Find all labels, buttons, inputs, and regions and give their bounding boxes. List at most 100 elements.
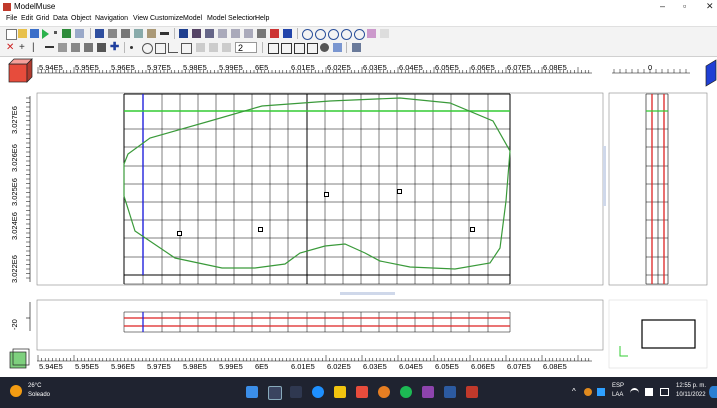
task-view-icon[interactable] <box>290 386 302 398</box>
weather-description[interactable]: Soleado <box>28 392 51 398</box>
zoom-icon[interactable] <box>328 29 339 40</box>
subdivide-icon[interactable] <box>71 43 80 52</box>
word-app-icon[interactable] <box>444 386 456 398</box>
add-point-icon[interactable]: ✚ <box>110 41 120 53</box>
new-file-icon[interactable] <box>6 29 17 40</box>
save-icon[interactable] <box>30 29 39 38</box>
paste-icon[interactable] <box>147 29 156 38</box>
spotify-icon[interactable] <box>400 386 412 398</box>
menu-edit[interactable]: Edit <box>21 15 34 22</box>
maximize-button[interactable]: ▫ <box>683 1 687 11</box>
menu-object[interactable]: Object <box>71 15 92 22</box>
add-column-icon[interactable]: + <box>19 42 25 53</box>
vertical-splitter[interactable] <box>603 146 606 206</box>
polygon-object-icon[interactable] <box>142 43 153 54</box>
well-point[interactable] <box>258 227 263 232</box>
pan-icon[interactable] <box>367 29 376 38</box>
lasso-icon[interactable] <box>205 29 214 38</box>
color-grid-icon[interactable] <box>270 29 279 38</box>
zoom-level-select[interactable]: 2 <box>235 42 257 53</box>
well-point[interactable] <box>177 231 182 236</box>
minimize-button[interactable]: – <box>660 1 666 11</box>
weather-temperature[interactable]: 26°C <box>28 383 42 389</box>
menu-file[interactable]: File <box>6 15 18 22</box>
edit-vertex-icon[interactable] <box>244 29 253 38</box>
polyline-object-icon[interactable] <box>155 43 166 54</box>
horizontal-splitter[interactable] <box>340 292 395 295</box>
well-point[interactable] <box>324 192 329 197</box>
select-object-icon[interactable] <box>268 43 279 54</box>
rectangle-object-icon[interactable] <box>181 43 192 54</box>
weather-sun-icon[interactable] <box>10 385 22 397</box>
well-point[interactable] <box>470 227 475 232</box>
app-icon[interactable] <box>422 386 434 398</box>
close-button[interactable]: ✕ <box>706 1 714 11</box>
front-view-panel[interactable] <box>36 299 604 351</box>
merge-object-icon[interactable] <box>307 43 318 54</box>
restore-view-icon[interactable] <box>380 29 389 38</box>
copy-object-icon[interactable] <box>294 43 305 54</box>
3d-preview-panel[interactable] <box>608 299 708 369</box>
tray-arrow-icon[interactable]: ^ <box>572 387 576 396</box>
well-point[interactable] <box>397 189 402 194</box>
point-object-icon[interactable] <box>130 46 133 49</box>
split-cell-icon[interactable] <box>97 43 106 52</box>
menu-view[interactable]: View <box>133 15 149 22</box>
select-arrow-icon[interactable] <box>179 29 188 38</box>
language-indicator[interactable]: ESP <box>612 383 625 389</box>
select-point-icon[interactable] <box>192 29 201 38</box>
cut-icon[interactable] <box>121 29 130 38</box>
start-button-icon[interactable] <box>246 386 258 398</box>
dropdown-arrow-icon[interactable] <box>54 31 57 34</box>
clock-date[interactable]: 10/11/2022 <box>676 392 706 398</box>
chrome-browser-icon[interactable] <box>378 386 390 398</box>
run-model-icon[interactable] <box>42 29 49 39</box>
fill-object-icon[interactable] <box>320 43 329 52</box>
properties-icon[interactable] <box>333 43 342 52</box>
delete-icon[interactable]: ✕ <box>6 42 15 53</box>
modelmuse-taskbar-icon[interactable] <box>466 386 478 398</box>
front-view-cube-icon[interactable] <box>9 348 30 369</box>
chart-icon[interactable] <box>283 29 292 38</box>
model-boundary-polygon[interactable] <box>123 97 511 270</box>
display-settings-icon[interactable] <box>352 43 361 52</box>
copy-icon[interactable] <box>134 29 143 38</box>
vertex-tool-icon[interactable] <box>257 29 266 38</box>
tray-cloud-icon[interactable] <box>597 388 605 396</box>
zoom-out-icon[interactable] <box>315 29 326 40</box>
flip-icon[interactable] <box>231 29 240 38</box>
tray-app-icon[interactable] <box>584 388 592 396</box>
keyboard-layout-indicator[interactable]: LAA <box>612 392 624 398</box>
3d-view-cube-icon[interactable] <box>8 58 33 83</box>
export-icon[interactable] <box>62 29 71 38</box>
grid-settings-icon[interactable] <box>75 29 84 38</box>
straight-line-icon[interactable] <box>168 43 178 53</box>
zoom-extents-icon[interactable] <box>341 29 352 40</box>
zoom-in-icon[interactable] <box>302 29 313 40</box>
clock-time[interactable]: 12:55 p. m. <box>676 383 707 389</box>
rotate-icon[interactable] <box>218 29 227 38</box>
battery-icon[interactable] <box>660 388 669 396</box>
wifi-icon[interactable] <box>630 388 639 398</box>
search-icon[interactable] <box>268 386 282 400</box>
grid-lines-icon[interactable] <box>58 43 67 52</box>
volume-icon[interactable] <box>645 388 653 396</box>
menu-customize[interactable]: Customize <box>150 15 184 22</box>
zoom-window-icon[interactable] <box>354 29 365 40</box>
add-row-icon[interactable]: | <box>32 42 35 53</box>
open-folder-icon[interactable] <box>18 29 27 38</box>
edit-object-icon[interactable] <box>281 43 292 54</box>
horizontal-line-icon[interactable] <box>45 46 54 48</box>
menu-data[interactable]: Data <box>53 15 68 22</box>
file-explorer-icon[interactable] <box>334 386 346 398</box>
side-view-cube-icon[interactable] <box>705 59 717 87</box>
top-view-panel[interactable] <box>36 92 604 286</box>
floppy-icon[interactable] <box>95 29 104 38</box>
print-icon[interactable] <box>108 29 117 38</box>
menu-grid[interactable]: Grid <box>36 15 50 22</box>
line-tool-icon[interactable] <box>160 32 169 35</box>
menu-model[interactable]: Model <box>183 15 203 22</box>
menu-navigation[interactable]: Navigation <box>95 15 129 22</box>
menu-model-selection[interactable]: Model Selection <box>207 15 257 22</box>
office-app-icon[interactable] <box>356 386 368 398</box>
